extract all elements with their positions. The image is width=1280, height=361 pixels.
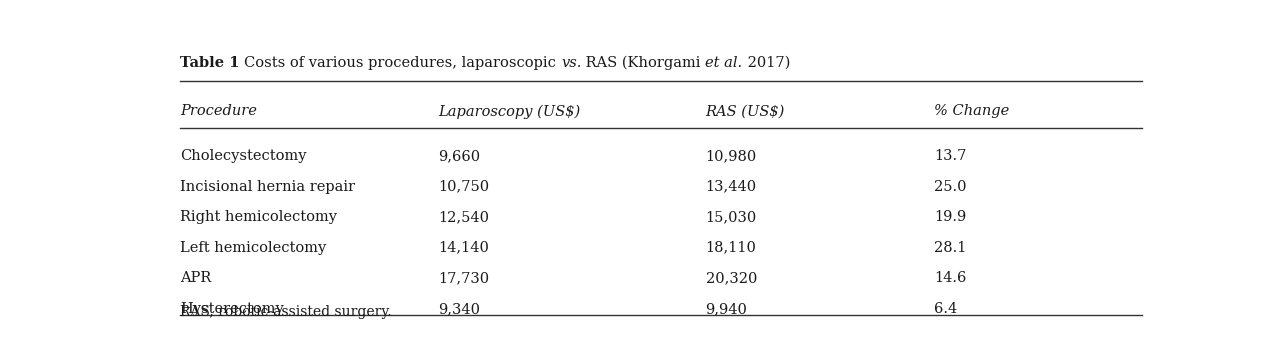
Text: 14.6: 14.6 xyxy=(934,271,966,285)
Text: Incisional hernia repair: Incisional hernia repair xyxy=(179,179,355,193)
Text: Left hemicolectomy: Left hemicolectomy xyxy=(179,241,326,255)
Text: Procedure: Procedure xyxy=(179,104,257,118)
Text: 12,540: 12,540 xyxy=(438,210,489,224)
Text: Hysterectomy: Hysterectomy xyxy=(179,302,284,316)
Text: 17,730: 17,730 xyxy=(438,271,489,285)
Text: 13.7: 13.7 xyxy=(934,149,966,163)
Text: vs.: vs. xyxy=(561,56,581,70)
Text: 13,440: 13,440 xyxy=(705,179,756,193)
Text: Costs of various procedures, laparoscopic: Costs of various procedures, laparoscopi… xyxy=(244,56,561,70)
Text: RAS, robotic-assisted surgery.: RAS, robotic-assisted surgery. xyxy=(179,305,392,318)
Text: 25.0: 25.0 xyxy=(934,179,966,193)
Text: 2017): 2017) xyxy=(742,56,790,70)
Text: Table 1: Table 1 xyxy=(179,56,244,70)
Text: 9,340: 9,340 xyxy=(438,302,480,316)
Text: 28.1: 28.1 xyxy=(934,241,966,255)
Text: 20,320: 20,320 xyxy=(705,271,756,285)
Text: RAS (US$): RAS (US$) xyxy=(705,104,785,118)
Text: APR: APR xyxy=(179,271,211,285)
Text: RAS (Khorgami: RAS (Khorgami xyxy=(581,56,705,70)
Text: 9,660: 9,660 xyxy=(438,149,480,163)
Text: et al.: et al. xyxy=(705,56,742,70)
Text: Right hemicolectomy: Right hemicolectomy xyxy=(179,210,337,224)
Text: 18,110: 18,110 xyxy=(705,241,756,255)
Text: Cholecystectomy: Cholecystectomy xyxy=(179,149,306,163)
Text: 10,980: 10,980 xyxy=(705,149,756,163)
Text: 19.9: 19.9 xyxy=(934,210,966,224)
Text: 15,030: 15,030 xyxy=(705,210,756,224)
Text: % Change: % Change xyxy=(934,104,1009,118)
Text: 14,140: 14,140 xyxy=(438,241,489,255)
Text: 9,940: 9,940 xyxy=(705,302,748,316)
Text: 6.4: 6.4 xyxy=(934,302,957,316)
Text: Laparoscopy (US$): Laparoscopy (US$) xyxy=(438,104,580,119)
Text: 10,750: 10,750 xyxy=(438,179,489,193)
